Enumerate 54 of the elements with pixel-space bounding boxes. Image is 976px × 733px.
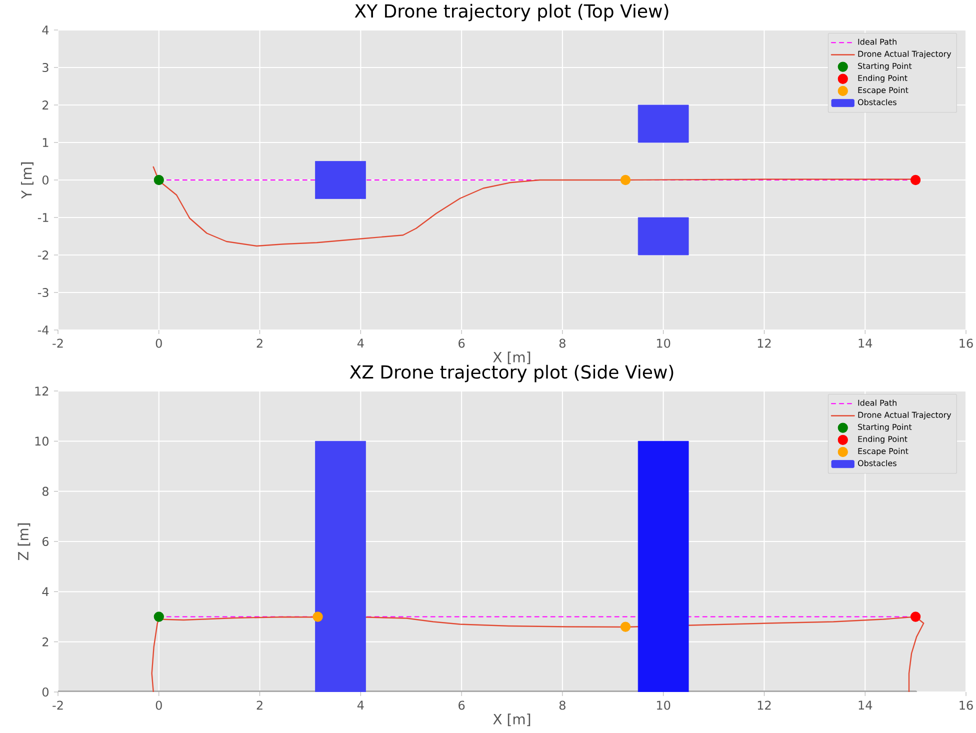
chart-title: XY Drone trajectory plot (Top View) <box>354 4 668 22</box>
x-tick-label: 2 <box>256 700 262 710</box>
y-tick-label: 4 <box>42 26 49 34</box>
legend-label: Escape Point <box>858 86 908 95</box>
x-tick-label: 2 <box>256 338 262 348</box>
x-tick-label: 8 <box>559 700 566 710</box>
x-axis-title: X [m] <box>493 714 530 726</box>
legend-label: Starting Point <box>858 62 912 71</box>
y-tick-label: 8 <box>42 486 48 496</box>
x-tick-label: 16 <box>960 700 973 710</box>
x-tick-label: 8 <box>559 338 566 348</box>
x-axis-title: X [m] <box>493 352 530 364</box>
legend-label: Ideal Path <box>858 38 896 45</box>
y-tick-label: 12 <box>35 386 48 396</box>
y-tick-label: 0 <box>42 687 48 697</box>
x-tick-label: 16 <box>960 338 973 348</box>
y-tick-label: 6 <box>42 536 49 546</box>
y-tick-label: 2 <box>42 100 48 110</box>
y-tick-label: -3 <box>38 288 48 298</box>
x-tick-label: 10 <box>657 700 670 710</box>
y-tick-label: -4 <box>38 326 49 334</box>
y-tick-label: 3 <box>42 62 48 72</box>
legend-label: Ideal Path <box>858 400 896 406</box>
y-axis-title: Y [m] <box>21 162 34 199</box>
x-tick-label: -2 <box>52 338 63 348</box>
y-tick-label: -1 <box>38 213 48 222</box>
x-tick-label: 14 <box>858 338 872 348</box>
x-tick-label: 10 <box>657 338 670 348</box>
legend-label: Obstacles <box>858 460 896 466</box>
y-tick-label: 2 <box>42 637 48 646</box>
y-tick-label: 0 <box>42 175 48 185</box>
legend-label: Obstacles <box>858 98 896 106</box>
x-tick-label: -2 <box>52 700 63 710</box>
x-tick-label: 6 <box>458 338 465 348</box>
legend-label: Escape Point <box>858 448 908 456</box>
legend-label: Drone Actual Trajectory <box>858 412 952 420</box>
legend-label: Ending Point <box>858 74 908 83</box>
chart-title: XZ Drone trajectory plot (Side View) <box>350 364 674 382</box>
legend-label: Drone Actual Trajectory <box>858 50 952 58</box>
legend-label: Starting Point <box>858 424 912 432</box>
x-tick-label: 12 <box>758 338 771 348</box>
y-tick-label: 1 <box>42 138 48 147</box>
legend-label: Ending Point <box>858 436 908 444</box>
y-tick-label: 4 <box>42 587 49 596</box>
x-tick-label: 6 <box>458 700 465 710</box>
x-tick-label: 4 <box>357 700 364 710</box>
x-tick-label: 0 <box>156 700 162 710</box>
x-tick-label: 4 <box>357 338 364 348</box>
y-axis-title: Z [m] <box>18 523 30 560</box>
x-tick-label: 12 <box>758 700 771 710</box>
x-tick-label: 0 <box>156 338 162 348</box>
y-tick-label: 10 <box>35 436 48 446</box>
x-tick-label: 14 <box>858 700 872 710</box>
y-tick-label: -2 <box>38 250 48 260</box>
